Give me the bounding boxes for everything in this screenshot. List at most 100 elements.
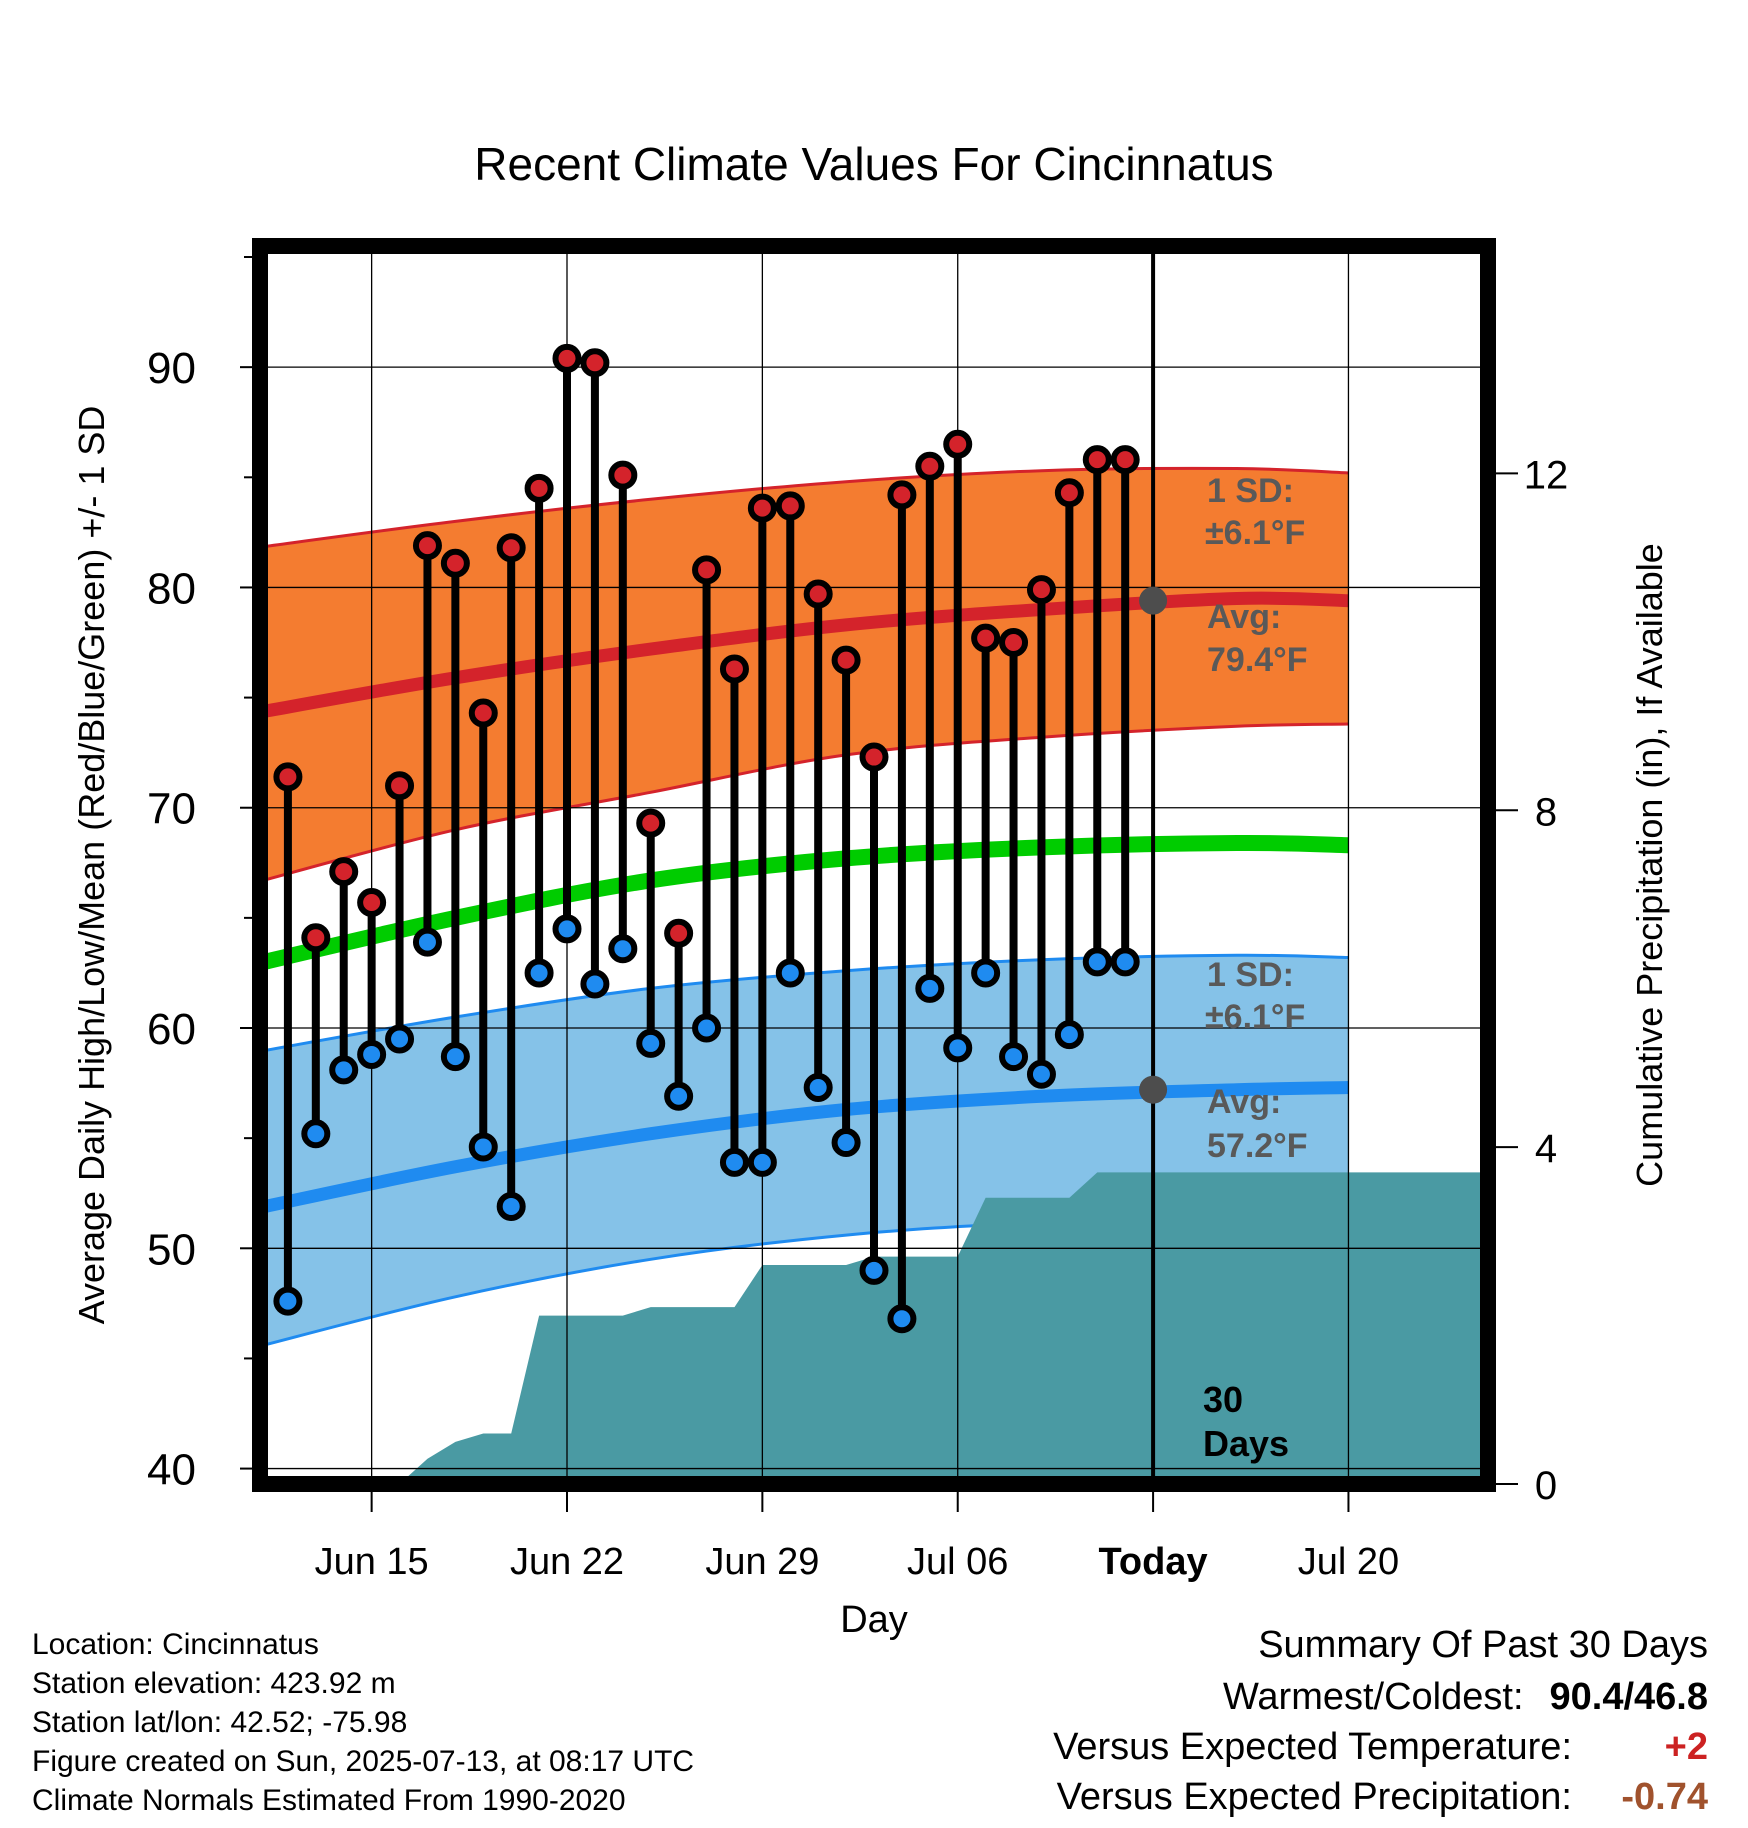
high-avg-label: Avg: [1207, 598, 1281, 636]
day-observation [580, 348, 610, 999]
x-tick-label: Jun 29 [705, 1541, 819, 1583]
temp-label: Versus Expected Temperature: [1053, 1726, 1572, 1768]
low-sd-value: ±6.1°F [1205, 998, 1305, 1036]
warmest-row: Warmest/Coldest: 90.4/46.8 [1053, 1672, 1708, 1722]
low-point [943, 1033, 973, 1063]
high-avg-value: 79.4°F [1207, 641, 1308, 679]
precip-label: Versus Expected Precipitation: [1056, 1776, 1572, 1818]
x-tick-label: Jun 22 [510, 1541, 624, 1583]
temp-row: Versus Expected Temperature: +2 [1053, 1722, 1708, 1772]
day-observation [775, 491, 805, 988]
high-point [301, 923, 331, 953]
high-sd-band [260, 468, 1349, 882]
high-point [719, 654, 749, 684]
day-observation [385, 771, 415, 1054]
day-observation [803, 579, 833, 1102]
high-point [999, 628, 1029, 658]
low-point [1054, 1020, 1084, 1050]
low-point [440, 1042, 470, 1072]
high-sd-label: 1 SD: [1207, 472, 1294, 510]
low-point [1110, 947, 1140, 977]
day-observation [1054, 478, 1084, 1050]
high-point [440, 548, 470, 578]
low-point [301, 1119, 331, 1149]
days-count-number: 30 [1203, 1379, 1243, 1420]
day-observation [552, 343, 582, 944]
day-observation [664, 918, 694, 1111]
location-text: Location: Cincinnatus [32, 1628, 319, 1661]
chart-title: Recent Climate Values For Cincinnatus [474, 138, 1273, 190]
low-point [971, 958, 1001, 988]
summary-title: Summary Of Past 30 Days [1258, 1624, 1708, 1666]
day-observation [636, 808, 666, 1058]
high-point [273, 762, 303, 792]
left-tick-label: 70 [147, 785, 196, 834]
high-point [385, 771, 415, 801]
right-tick-label: 4 [1535, 1127, 1557, 1171]
day-observation [1026, 575, 1056, 1089]
day-observation [301, 923, 331, 1149]
precip-value: -0.74 [1621, 1776, 1708, 1818]
high-point [943, 429, 973, 459]
low-point [803, 1072, 833, 1102]
high-sd-value: ±6.1°F [1205, 514, 1305, 552]
x-tick-label: Jul 06 [907, 1541, 1008, 1583]
low-point [552, 914, 582, 944]
high-point [1026, 575, 1056, 605]
day-observation [971, 623, 1001, 988]
low-point [747, 1147, 777, 1177]
low-avg-label: Avg: [1207, 1083, 1281, 1121]
day-observation [412, 531, 442, 957]
day-observation [999, 628, 1029, 1072]
high-point [1082, 445, 1112, 475]
low-point [692, 1013, 722, 1043]
left-tick-label: 80 [147, 564, 196, 613]
day-observation [496, 533, 526, 1221]
high-point [524, 473, 554, 503]
high-point [859, 742, 889, 772]
high-sd-upper-line [260, 466, 1349, 549]
right-tick-label: 12 [1524, 453, 1569, 497]
day-observation [329, 857, 359, 1085]
latlon-text: Station lat/lon: 42.52; -75.98 [32, 1706, 408, 1739]
low-point [357, 1039, 387, 1069]
elevation-text: Station elevation: 423.92 m [32, 1667, 396, 1700]
station-info: Location: Cincinnatus Station elevation:… [32, 1625, 694, 1820]
day-observation [831, 645, 861, 1158]
day-observation [357, 887, 387, 1069]
high-point [971, 623, 1001, 653]
day-observation [1082, 445, 1112, 977]
precipitation-area [399, 1172, 1488, 1484]
high-point [831, 645, 861, 675]
low-point [412, 927, 442, 957]
low-point [859, 1255, 889, 1285]
x-tick-label: Jul 20 [1298, 1541, 1399, 1583]
low-point [608, 934, 638, 964]
day-observation [440, 548, 470, 1072]
low-avg-value: 57.2°F [1207, 1127, 1308, 1165]
created-text: Figure created on Sun, 2025-07-13, at 08… [32, 1745, 695, 1778]
day-observation [719, 654, 749, 1177]
warmest-value: 90.4/46.8 [1549, 1676, 1708, 1718]
high-point [664, 918, 694, 948]
warmest-label: Warmest/Coldest: [1222, 1676, 1524, 1718]
left-axis-label: Average Daily High/Low/Mean (Red/Blue/Gr… [71, 406, 112, 1325]
x-tick-label: Today [1099, 1541, 1208, 1583]
low-avg-line [260, 1081, 1349, 1215]
normals-text: Climate Normals Estimated From 1990-2020 [32, 1784, 626, 1817]
high-point [552, 343, 582, 373]
low-point [329, 1055, 359, 1085]
high-point [1110, 445, 1140, 475]
high-point [887, 480, 917, 510]
high-point [747, 493, 777, 523]
low-point [273, 1286, 303, 1316]
left-tick-label: 50 [147, 1225, 196, 1274]
x-tick-label: Jun 15 [315, 1541, 429, 1583]
day-observation [915, 451, 945, 1003]
high-point [329, 857, 359, 887]
precip-row: Versus Expected Precipitation: -0.74 [1053, 1772, 1708, 1822]
low-avg-today-marker [1139, 1075, 1168, 1104]
low-point [887, 1304, 917, 1334]
high-point [915, 451, 945, 481]
